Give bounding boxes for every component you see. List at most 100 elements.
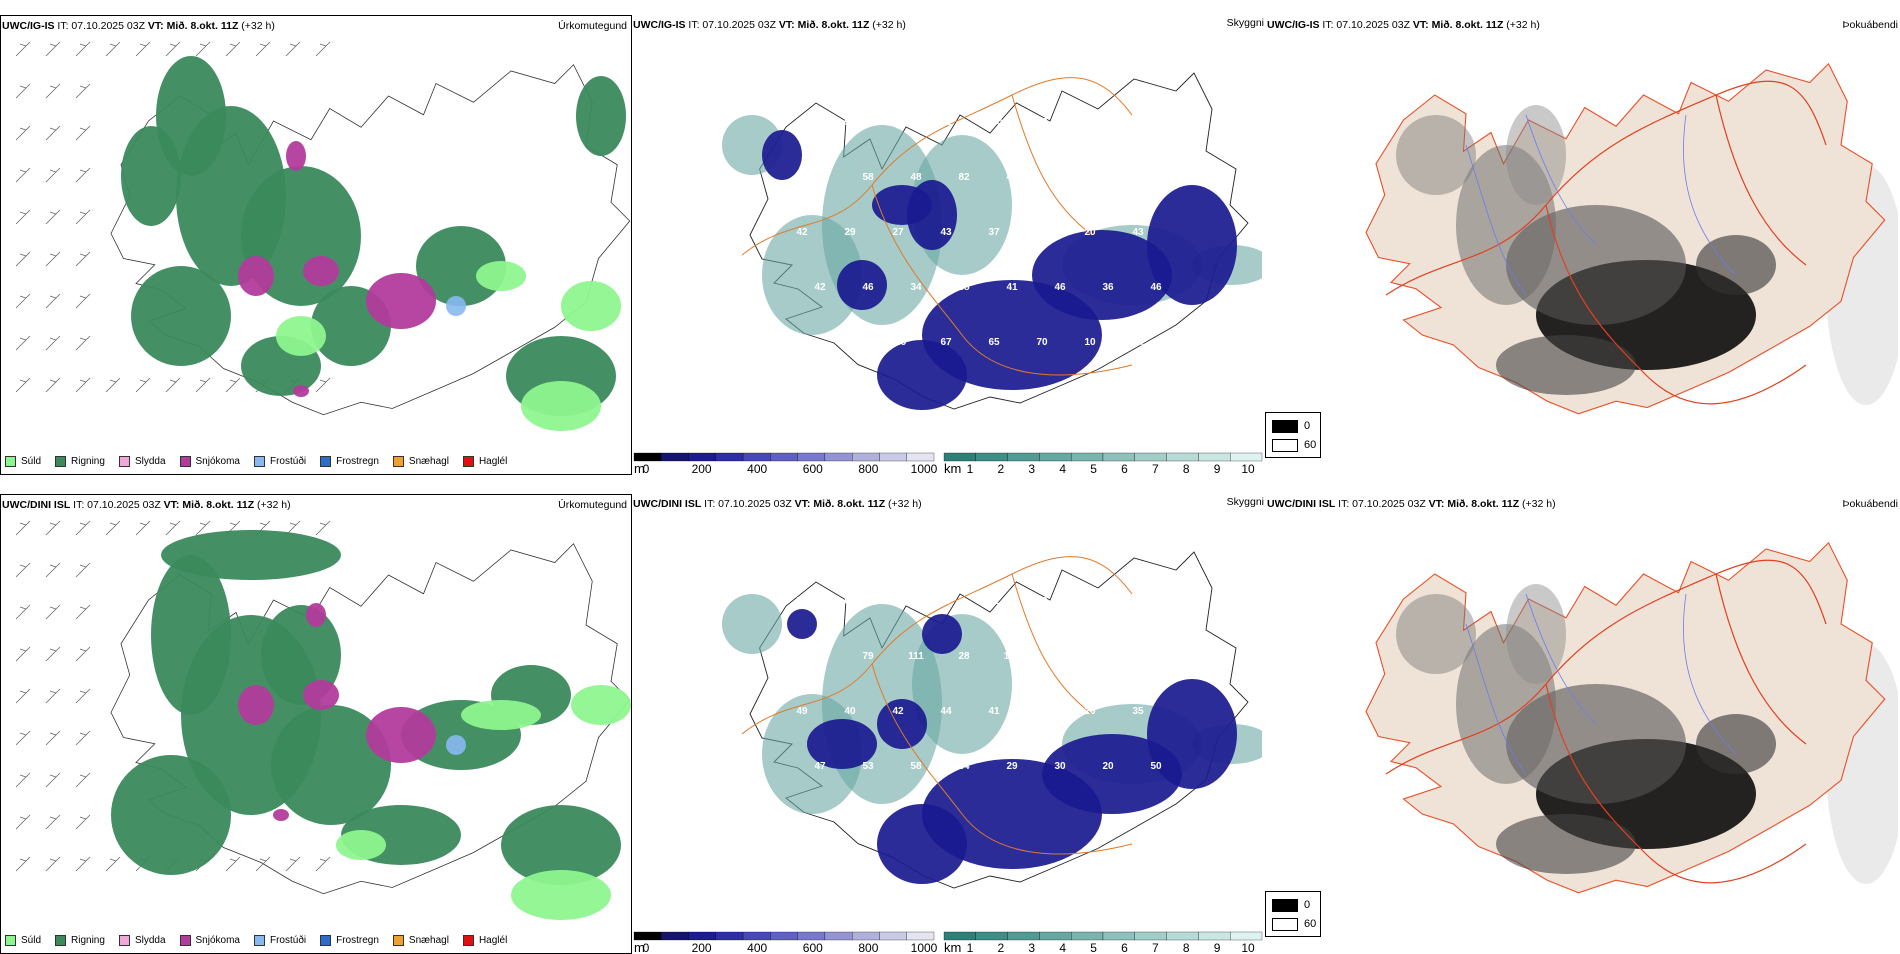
visibility-field bbox=[722, 115, 1262, 410]
visibility-colorbar-segment bbox=[975, 931, 1008, 941]
wind-barb bbox=[75, 209, 91, 225]
visibility-value-label: 62 bbox=[796, 337, 808, 348]
visibility-value-label: 32 bbox=[1036, 227, 1048, 238]
precip-panel-top: UWC/IG-IS IT: 07.10.2025 03Z VT: Mið. 8.… bbox=[0, 15, 632, 475]
visibility-tick-label: 9 bbox=[1214, 462, 1221, 475]
visibility-tick-label: 6 bbox=[1121, 462, 1128, 475]
fog-map bbox=[1266, 514, 1898, 944]
precip-legend: Súld Rigning Slydda Snjókoma Frostúði Frostre… bbox=[5, 456, 521, 467]
terrain-height-area bbox=[1032, 230, 1172, 320]
visibility-value-label: 33 bbox=[1150, 651, 1162, 662]
wind-barb bbox=[105, 41, 121, 57]
visibility-value-label: 36 bbox=[1102, 282, 1114, 293]
height-colorbar-segment bbox=[852, 931, 880, 941]
visibility-colorbar-segment bbox=[1166, 452, 1199, 462]
visibility-tick-label: 7 bbox=[1152, 462, 1159, 475]
legend-label: Frostregn bbox=[336, 935, 379, 946]
visibility-unit-label: km bbox=[944, 940, 961, 954]
wind-barb bbox=[195, 41, 211, 57]
road-network bbox=[1385, 80, 1827, 405]
wind-barb bbox=[195, 377, 211, 393]
visibility-value-label: 34 bbox=[910, 282, 922, 293]
fog-panel-bottom: UWC/DINI ISL IT: 07.10.2025 03Z VT: Mið.… bbox=[1265, 494, 1898, 954]
visibility-value-label: 38 bbox=[958, 282, 970, 293]
legend-label: Rigning bbox=[71, 456, 105, 467]
height-colorbar-segment bbox=[633, 931, 662, 941]
wind-barb bbox=[15, 251, 31, 267]
legend-swatch bbox=[320, 935, 332, 946]
wind-barb bbox=[165, 377, 181, 393]
legend-item-8: Haglél bbox=[462, 935, 507, 946]
visibility-value-label: 74 bbox=[1132, 117, 1144, 128]
fog-scale-high-label: 0 bbox=[1304, 420, 1311, 432]
wind-barb bbox=[75, 251, 91, 267]
visibility-value-label: 41 bbox=[1084, 596, 1096, 607]
visibility-value-label: 190 bbox=[986, 117, 1003, 128]
wind-barb bbox=[75, 125, 91, 141]
wind-barb bbox=[15, 167, 31, 183]
height-colorbar-segment bbox=[770, 931, 798, 941]
wind-barb bbox=[285, 856, 301, 872]
rain-area bbox=[111, 755, 231, 875]
terrain-height-area bbox=[877, 699, 927, 749]
visibility-value-label: 40 bbox=[844, 706, 856, 717]
visibility-value-label: 40 bbox=[1102, 651, 1114, 662]
visibility-value-label: 62 bbox=[844, 337, 856, 348]
visibility-value-label: 46 bbox=[1054, 282, 1066, 293]
precip-field bbox=[15, 520, 631, 920]
visibility-value-label: 49 bbox=[796, 706, 808, 717]
visibility-value-label: 31 bbox=[1054, 651, 1066, 662]
wind-barb bbox=[15, 562, 31, 578]
visibility-colorbar-segment bbox=[1230, 931, 1263, 941]
visibility-value-label: 97 bbox=[940, 596, 952, 607]
legend-label: Snæhagl bbox=[408, 935, 449, 946]
wind-barb bbox=[45, 856, 61, 872]
legend-label: Snjókoma bbox=[195, 935, 240, 946]
visibility-colorbar-segment bbox=[1134, 931, 1167, 941]
visibility-value-label: 20 bbox=[1084, 706, 1096, 717]
wind-barb bbox=[15, 688, 31, 704]
visibility-value-label: 13 bbox=[1036, 117, 1048, 128]
height-colorbar-segment bbox=[879, 931, 907, 941]
height-tick-label: 400 bbox=[747, 941, 767, 954]
precip-map bbox=[1, 36, 631, 446]
visibility-value-label: 48 bbox=[1036, 706, 1048, 717]
visibility-colorbar-segment bbox=[1230, 452, 1263, 462]
legend-item-5: Frostúði bbox=[253, 456, 306, 467]
wind-barb bbox=[15, 41, 31, 57]
visibility-value-label: 123 bbox=[1004, 651, 1021, 662]
height-colorbar-segment bbox=[661, 452, 689, 462]
wind-barb bbox=[45, 335, 61, 351]
visibility-colorbar-segment bbox=[1039, 931, 1072, 941]
height-colorbar-segment bbox=[852, 452, 880, 462]
wind-barb bbox=[15, 814, 31, 830]
visibility-colorbar-segment bbox=[975, 452, 1008, 462]
visibility-value-label: 43 bbox=[1132, 227, 1144, 238]
legend-label: Súld bbox=[21, 935, 42, 946]
colorbars: m0 200 400 600 800 1000 km 1 2 3 4 5 6 7 8 9 10 bbox=[633, 452, 1263, 475]
visibility-value-label: 46 bbox=[1150, 282, 1162, 293]
wind-barb bbox=[225, 41, 241, 57]
wind-barb bbox=[15, 335, 31, 351]
snow-area bbox=[366, 707, 436, 763]
height-colorbar-segment bbox=[715, 931, 744, 941]
visibility-value-label: 28 bbox=[958, 651, 970, 662]
visibility-colorbar-segment bbox=[1198, 931, 1231, 941]
height-tick-label: 1000 bbox=[911, 462, 938, 475]
legend-swatch bbox=[392, 935, 404, 946]
terrain-height-area bbox=[1147, 679, 1237, 789]
river-network bbox=[1465, 114, 1737, 296]
visibility-value-label: 41 bbox=[988, 706, 1000, 717]
height-tick-label: 400 bbox=[747, 462, 767, 475]
wind-barb bbox=[75, 604, 91, 620]
snow-area bbox=[306, 603, 326, 627]
wind-barb bbox=[165, 520, 181, 536]
wind-barb bbox=[285, 41, 301, 57]
visibility-unit-label: km bbox=[944, 461, 961, 475]
legend-label: Frostúði bbox=[269, 935, 307, 946]
visibility-tick-label: 7 bbox=[1152, 941, 1159, 954]
wind-barb bbox=[15, 209, 31, 225]
terrain-height-area bbox=[807, 719, 877, 769]
height-colorbar-segment bbox=[742, 931, 771, 941]
height-colorbar: m0 200 400 600 800 1000 bbox=[633, 931, 938, 954]
